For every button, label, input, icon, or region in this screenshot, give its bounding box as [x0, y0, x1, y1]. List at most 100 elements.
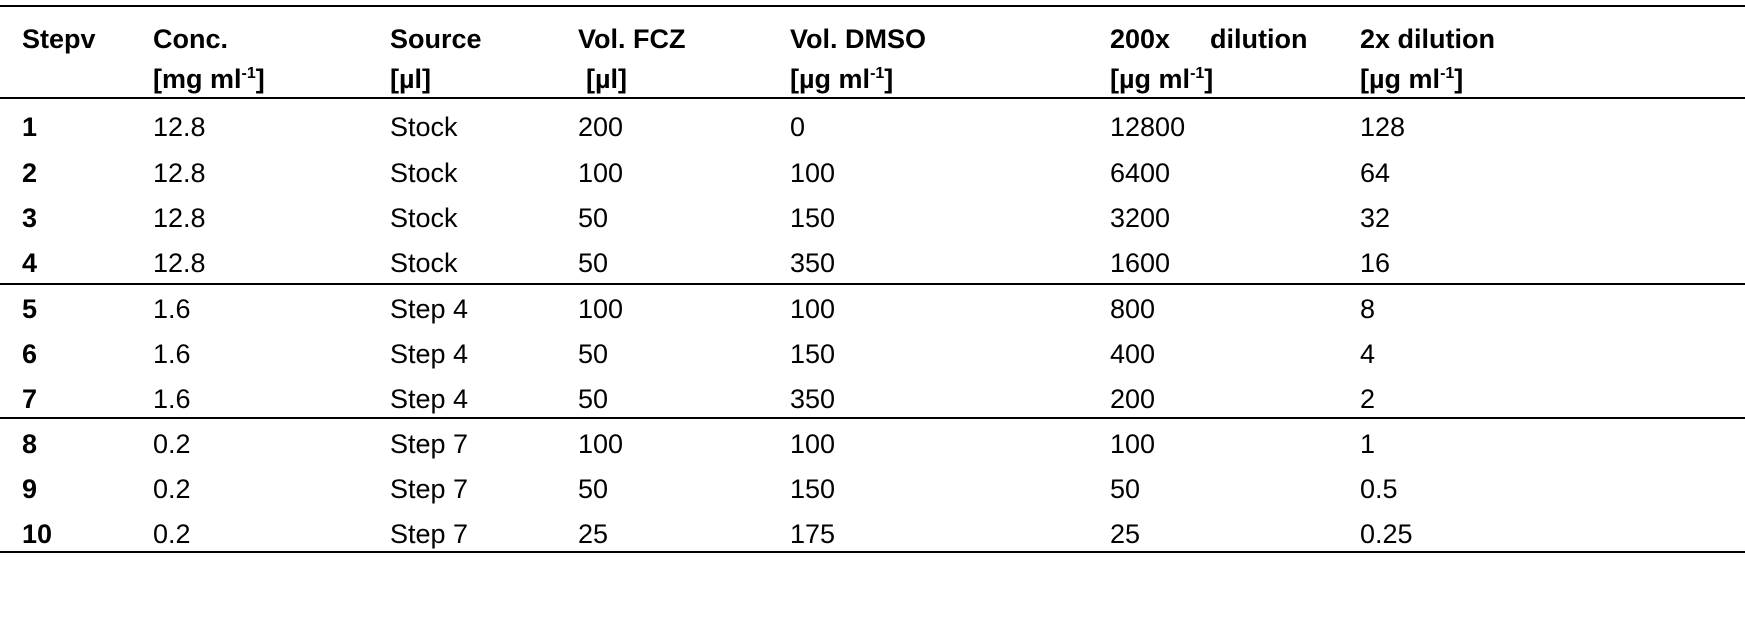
cell-dilution-2x: 64	[1360, 158, 1391, 188]
cell-source: Step 4	[390, 294, 469, 324]
cell-dilution-2x: 4	[1360, 339, 1376, 369]
unit-2x-sup: -1	[1440, 65, 1455, 82]
unit-2x: [µg ml-1]	[1360, 66, 1463, 93]
cell-source: Step 7	[390, 474, 469, 504]
cell-dilution-2x: 2	[1360, 384, 1376, 414]
cell-dilution-200x: 800	[1110, 294, 1156, 324]
header-source: Source	[390, 24, 482, 54]
group-rule-1	[0, 283, 1745, 285]
cell-dilution-200x: 6400	[1110, 158, 1171, 188]
cell-source: Stock	[390, 158, 458, 188]
unit-dmso-post: ]	[884, 64, 894, 94]
cell-vol-fcz: 50	[578, 384, 609, 414]
unit-conc: [mg ml-1]	[153, 66, 265, 93]
cell-vol-fcz: 100	[578, 158, 624, 188]
cell-source: Stock	[390, 112, 458, 142]
cell-vol-dmso: 100	[790, 158, 836, 188]
unit-200x-sup: -1	[1190, 65, 1205, 82]
cell-dilution-2x: 32	[1360, 203, 1391, 233]
unit-conc-post: ]	[255, 64, 265, 94]
cell-step: 10	[22, 519, 53, 549]
cell-conc: 12.8	[153, 158, 206, 188]
cell-dilution-200x: 3200	[1110, 203, 1171, 233]
header-vol-fcz: Vol. FCZ	[578, 24, 686, 54]
cell-vol-dmso: 0	[790, 112, 806, 142]
header-200x-a: 200x	[1110, 24, 1171, 54]
cell-step: 6	[22, 339, 38, 369]
unit-conc-sup: -1	[241, 65, 256, 82]
cell-vol-fcz: 50	[578, 474, 609, 504]
cell-dilution-2x: 1	[1360, 429, 1376, 459]
cell-vol-dmso: 350	[790, 384, 836, 414]
cell-dilution-200x: 1600	[1110, 248, 1171, 278]
cell-dilution-2x: 128	[1360, 112, 1406, 142]
cell-source: Step 4	[390, 339, 469, 369]
cell-vol-dmso: 150	[790, 203, 836, 233]
cell-vol-fcz: 100	[578, 429, 624, 459]
cell-source: Stock	[390, 248, 458, 278]
bottom-rule	[0, 551, 1745, 553]
cell-vol-dmso: 100	[790, 294, 836, 324]
cell-step: 4	[22, 248, 38, 278]
cell-step: 7	[22, 384, 38, 414]
unit-dmso-sup: -1	[870, 65, 885, 82]
cell-conc: 1.6	[153, 294, 191, 324]
cell-vol-dmso: 150	[790, 339, 836, 369]
cell-vol-fcz: 50	[578, 339, 609, 369]
cell-dilution-200x: 100	[1110, 429, 1156, 459]
cell-conc: 0.2	[153, 474, 191, 504]
cell-vol-fcz: 25	[578, 519, 609, 549]
cell-dilution-2x: 8	[1360, 294, 1376, 324]
header-rule	[0, 97, 1745, 99]
cell-step: 8	[22, 429, 38, 459]
unit-source: [µl]	[390, 64, 432, 94]
unit-conc-pre: [mg ml	[153, 64, 242, 94]
unit-vol-dmso: [µg ml-1]	[790, 66, 893, 93]
cell-dilution-200x: 25	[1110, 519, 1141, 549]
header-200x-b: dilution	[1210, 24, 1308, 54]
header-vol-dmso: Vol. DMSO	[790, 24, 927, 54]
cell-dilution-2x: 16	[1360, 248, 1391, 278]
cell-step: 2	[22, 158, 38, 188]
cell-conc: 12.8	[153, 203, 206, 233]
cell-step: 3	[22, 203, 38, 233]
cell-vol-dmso: 175	[790, 519, 836, 549]
cell-step: 5	[22, 294, 38, 324]
cell-source: Stock	[390, 203, 458, 233]
cell-dilution-200x: 200	[1110, 384, 1156, 414]
cell-dilution-200x: 50	[1110, 474, 1141, 504]
cell-conc: 1.6	[153, 384, 191, 414]
unit-200x: [µg ml-1]	[1110, 66, 1213, 93]
cell-vol-fcz: 50	[578, 248, 609, 278]
unit-dmso-pre: [µg ml	[790, 64, 871, 94]
header-conc: Conc.	[153, 24, 229, 54]
cell-source: Step 7	[390, 519, 469, 549]
cell-dilution-200x: 400	[1110, 339, 1156, 369]
cell-step: 9	[22, 474, 38, 504]
cell-vol-fcz: 200	[578, 112, 624, 142]
group-rule-2	[0, 417, 1745, 419]
cell-conc: 0.2	[153, 519, 191, 549]
cell-vol-fcz: 50	[578, 203, 609, 233]
cell-conc: 12.8	[153, 248, 206, 278]
top-rule	[0, 5, 1745, 7]
cell-dilution-2x: 0.25	[1360, 519, 1413, 549]
cell-source: Step 4	[390, 384, 469, 414]
unit-vol-fcz: [µl]	[586, 64, 628, 94]
cell-step: 1	[22, 112, 38, 142]
unit-2x-post: ]	[1454, 64, 1464, 94]
cell-vol-dmso: 350	[790, 248, 836, 278]
cell-conc: 1.6	[153, 339, 191, 369]
header-2x-dilution: 2x dilution	[1360, 24, 1495, 54]
cell-dilution-200x: 12800	[1110, 112, 1186, 142]
header-step: Stepv	[22, 24, 96, 54]
cell-dilution-2x: 0.5	[1360, 474, 1398, 504]
cell-conc: 0.2	[153, 429, 191, 459]
unit-200x-pre: [µg ml	[1110, 64, 1191, 94]
cell-conc: 12.8	[153, 112, 206, 142]
cell-vol-dmso: 100	[790, 429, 836, 459]
unit-2x-pre: [µg ml	[1360, 64, 1441, 94]
cell-source: Step 7	[390, 429, 469, 459]
cell-vol-dmso: 150	[790, 474, 836, 504]
cell-vol-fcz: 100	[578, 294, 624, 324]
